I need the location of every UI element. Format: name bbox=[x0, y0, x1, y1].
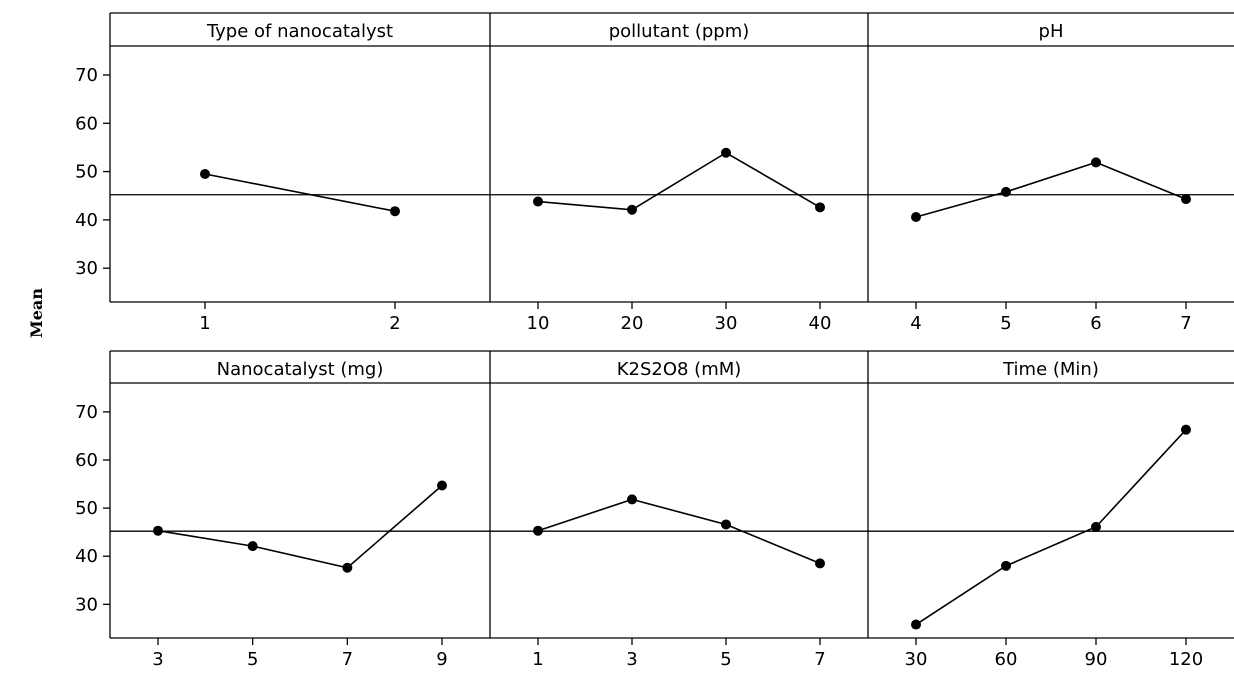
x-tick-label: 7 bbox=[814, 649, 825, 670]
x-tick-label: 3 bbox=[626, 649, 637, 670]
data-point bbox=[815, 558, 825, 569]
x-tick-label: 3 bbox=[152, 649, 163, 670]
x-tick-label: 90 bbox=[1085, 649, 1108, 670]
x-tick-label: 30 bbox=[715, 313, 738, 334]
y-tick-label: 70 bbox=[75, 402, 98, 423]
x-tick-label: 5 bbox=[1000, 313, 1011, 334]
panel-title: pollutant (ppm) bbox=[609, 21, 750, 42]
panel-1: Type of nanocatalyst 30 40 50 60 70 1 2 bbox=[75, 12, 491, 334]
panel-title: Time (Min) bbox=[1002, 359, 1099, 380]
y-tick-label: 60 bbox=[75, 450, 98, 471]
data-point bbox=[721, 519, 731, 530]
panel-3: pH 4 5 6 7 bbox=[868, 12, 1234, 334]
x-tick-label: 20 bbox=[621, 313, 644, 334]
data-point bbox=[815, 202, 825, 213]
y-tick-label: 40 bbox=[75, 210, 98, 231]
x-tick-label: 1 bbox=[199, 313, 210, 334]
series-line bbox=[204, 173, 396, 212]
y-tick-label: 50 bbox=[75, 162, 98, 183]
x-tick-label: 5 bbox=[720, 649, 731, 670]
x-tick-label: 60 bbox=[995, 649, 1018, 670]
x-tick-label: 4 bbox=[910, 313, 921, 334]
data-point bbox=[247, 541, 258, 552]
x-tick-label: 6 bbox=[1090, 313, 1101, 334]
data-point bbox=[437, 480, 447, 491]
data-point bbox=[200, 169, 210, 179]
data-point bbox=[911, 619, 921, 630]
data-point bbox=[533, 196, 543, 207]
x-tick-label: 30 bbox=[905, 649, 928, 670]
data-point bbox=[721, 147, 731, 158]
data-point bbox=[1181, 194, 1191, 205]
x-tick-label: 40 bbox=[809, 313, 832, 334]
y-tick-label: 60 bbox=[75, 113, 98, 134]
data-point bbox=[342, 562, 353, 573]
series-line bbox=[537, 498, 821, 565]
series-line bbox=[915, 161, 1187, 218]
data-point bbox=[627, 204, 637, 215]
data-point bbox=[1091, 157, 1101, 168]
series-line bbox=[157, 484, 443, 569]
series-line bbox=[915, 429, 1187, 626]
data-point bbox=[1001, 560, 1011, 571]
panel-4: Nanocatalyst (mg) 30 40 50 60 70 3 5 7 9 bbox=[75, 350, 491, 670]
data-point bbox=[390, 206, 400, 217]
x-tick-label: 7 bbox=[342, 649, 353, 670]
x-tick-label: 10 bbox=[527, 313, 550, 334]
x-tick-label: 2 bbox=[389, 313, 400, 334]
data-point bbox=[1001, 186, 1011, 197]
panel-title: K2S2O8 (mM) bbox=[617, 359, 742, 380]
panel-5: K2S2O8 (mM) 1 3 5 7 bbox=[490, 350, 869, 670]
data-point bbox=[1181, 424, 1191, 435]
x-tick-label: 9 bbox=[436, 649, 447, 670]
x-tick-label: 5 bbox=[247, 649, 258, 670]
data-point bbox=[533, 525, 543, 536]
x-tick-label: 7 bbox=[1180, 313, 1191, 334]
series-line bbox=[537, 151, 821, 211]
data-point bbox=[1091, 521, 1101, 532]
y-tick-label: 30 bbox=[75, 258, 98, 279]
y-tick-label: 50 bbox=[75, 498, 98, 519]
panel-2: pollutant (ppm) 10 20 30 40 bbox=[490, 12, 869, 334]
x-tick-label: 120 bbox=[1169, 649, 1203, 670]
y-axis-label: Mean bbox=[27, 288, 46, 338]
y-tick-label: 30 bbox=[75, 594, 98, 615]
panel-title: Type of nanocatalyst bbox=[206, 21, 393, 42]
data-point bbox=[911, 211, 921, 222]
panel-title: Nanocatalyst (mg) bbox=[217, 359, 384, 380]
data-point bbox=[153, 525, 163, 536]
y-tick-label: 70 bbox=[75, 65, 98, 86]
x-tick-label: 1 bbox=[532, 649, 543, 670]
y-tick-label: 40 bbox=[75, 546, 98, 567]
data-point bbox=[627, 494, 637, 505]
panel-6: Time (Min) 30 60 90 120 bbox=[868, 350, 1234, 670]
panel-title: pH bbox=[1039, 21, 1064, 42]
